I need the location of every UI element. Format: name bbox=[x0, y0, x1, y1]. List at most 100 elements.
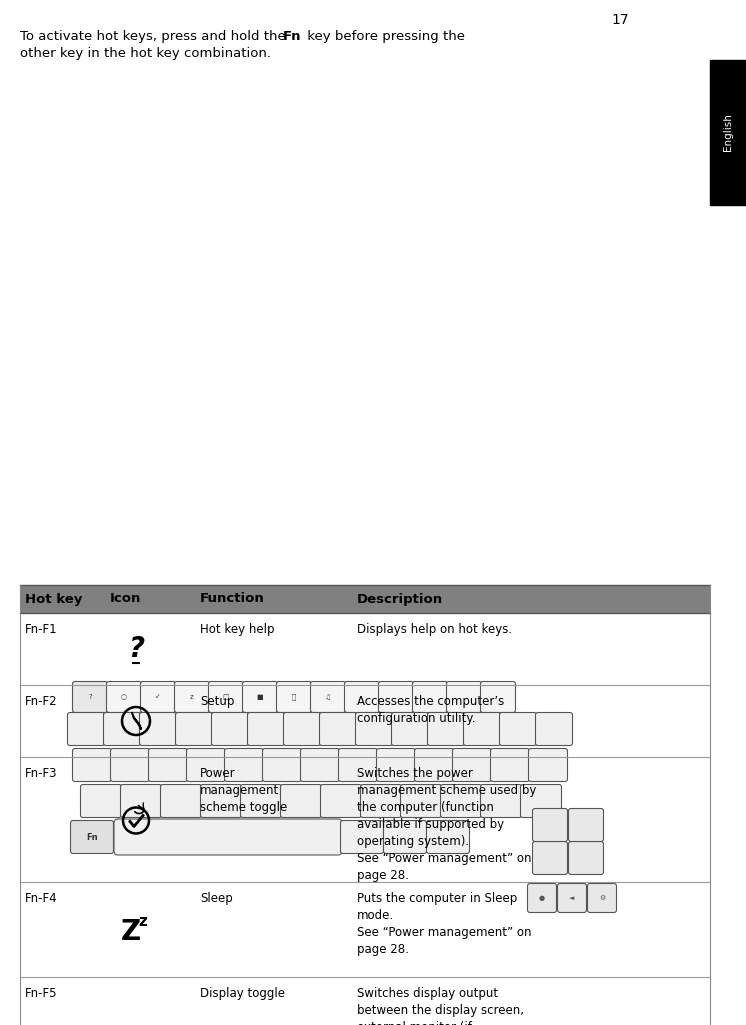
FancyBboxPatch shape bbox=[377, 748, 416, 781]
FancyBboxPatch shape bbox=[557, 884, 586, 912]
Text: Fn-F5: Fn-F5 bbox=[25, 987, 57, 1000]
Ellipse shape bbox=[435, 640, 465, 686]
Bar bbox=[20, 613, 710, 685]
FancyBboxPatch shape bbox=[55, 605, 645, 700]
FancyBboxPatch shape bbox=[588, 884, 616, 912]
FancyBboxPatch shape bbox=[81, 784, 122, 818]
Text: ?: ? bbox=[128, 636, 144, 663]
FancyBboxPatch shape bbox=[242, 682, 278, 712]
FancyBboxPatch shape bbox=[480, 784, 521, 818]
Bar bbox=[20, 685, 710, 757]
FancyBboxPatch shape bbox=[186, 748, 225, 781]
FancyBboxPatch shape bbox=[107, 682, 142, 712]
Text: Fn: Fn bbox=[87, 832, 98, 842]
FancyBboxPatch shape bbox=[58, 690, 642, 920]
Text: English: English bbox=[723, 114, 733, 152]
Text: ⚙: ⚙ bbox=[599, 895, 605, 901]
Bar bbox=[20, 882, 710, 977]
FancyBboxPatch shape bbox=[72, 682, 107, 712]
FancyBboxPatch shape bbox=[301, 748, 339, 781]
FancyBboxPatch shape bbox=[114, 819, 342, 855]
FancyBboxPatch shape bbox=[533, 842, 568, 874]
Text: Hot key help: Hot key help bbox=[200, 623, 275, 636]
FancyBboxPatch shape bbox=[360, 784, 401, 818]
Bar bbox=[710, 60, 746, 205]
Text: □: □ bbox=[223, 694, 229, 700]
FancyBboxPatch shape bbox=[453, 748, 492, 781]
Text: Accesses the computer’s
configuration utility.: Accesses the computer’s configuration ut… bbox=[357, 695, 504, 725]
FancyBboxPatch shape bbox=[175, 712, 213, 745]
Text: Display toggle: Display toggle bbox=[200, 987, 285, 1000]
Text: Function: Function bbox=[200, 592, 265, 606]
Ellipse shape bbox=[477, 640, 507, 686]
FancyBboxPatch shape bbox=[480, 682, 515, 712]
FancyBboxPatch shape bbox=[427, 820, 469, 854]
Text: Fn-F3: Fn-F3 bbox=[25, 767, 57, 780]
FancyBboxPatch shape bbox=[340, 820, 383, 854]
Text: Description: Description bbox=[357, 592, 443, 606]
Text: Puts the computer in Sleep
mode.
See “Power management” on
page 28.: Puts the computer in Sleep mode. See “Po… bbox=[357, 892, 531, 956]
Text: Fn-F4: Fn-F4 bbox=[25, 892, 57, 905]
FancyBboxPatch shape bbox=[43, 593, 657, 937]
FancyBboxPatch shape bbox=[212, 712, 248, 745]
FancyBboxPatch shape bbox=[277, 682, 312, 712]
FancyBboxPatch shape bbox=[500, 712, 536, 745]
FancyBboxPatch shape bbox=[321, 784, 362, 818]
FancyBboxPatch shape bbox=[67, 712, 104, 745]
Text: Power
management
scheme toggle: Power management scheme toggle bbox=[200, 767, 287, 814]
Text: Setup: Setup bbox=[200, 695, 234, 708]
FancyBboxPatch shape bbox=[319, 712, 357, 745]
FancyBboxPatch shape bbox=[447, 682, 481, 712]
Text: Z: Z bbox=[121, 917, 141, 945]
FancyBboxPatch shape bbox=[248, 712, 284, 745]
Text: Sleep: Sleep bbox=[200, 892, 233, 905]
FancyBboxPatch shape bbox=[283, 712, 321, 745]
Text: ♫: ♫ bbox=[325, 694, 331, 700]
Text: 17: 17 bbox=[611, 13, 629, 27]
Ellipse shape bbox=[350, 640, 380, 686]
FancyBboxPatch shape bbox=[104, 712, 140, 745]
Bar bbox=[20, 757, 710, 882]
Text: other key in the hot key combination.: other key in the hot key combination. bbox=[20, 47, 271, 60]
Text: ■: ■ bbox=[257, 694, 263, 700]
Bar bbox=[20, 977, 710, 1025]
FancyBboxPatch shape bbox=[413, 682, 448, 712]
FancyBboxPatch shape bbox=[121, 784, 161, 818]
Bar bbox=[20, 585, 710, 613]
FancyBboxPatch shape bbox=[528, 748, 568, 781]
Text: Displays help on hot keys.: Displays help on hot keys. bbox=[357, 623, 512, 636]
FancyBboxPatch shape bbox=[568, 842, 604, 874]
FancyBboxPatch shape bbox=[201, 784, 242, 818]
FancyBboxPatch shape bbox=[491, 748, 530, 781]
Text: Icon: Icon bbox=[110, 592, 142, 606]
Text: z: z bbox=[139, 914, 148, 929]
Text: ⮩: ⮩ bbox=[292, 694, 296, 700]
FancyBboxPatch shape bbox=[280, 784, 322, 818]
Text: Switches the power
management scheme used by
the computer (function
available if: Switches the power management scheme use… bbox=[357, 767, 536, 882]
FancyBboxPatch shape bbox=[160, 784, 201, 818]
FancyBboxPatch shape bbox=[140, 712, 177, 745]
FancyBboxPatch shape bbox=[310, 682, 345, 712]
FancyBboxPatch shape bbox=[378, 682, 413, 712]
FancyBboxPatch shape bbox=[538, 633, 572, 647]
FancyBboxPatch shape bbox=[427, 712, 465, 745]
FancyBboxPatch shape bbox=[356, 712, 392, 745]
FancyBboxPatch shape bbox=[240, 784, 281, 818]
FancyBboxPatch shape bbox=[440, 784, 481, 818]
Text: Fn-F1: Fn-F1 bbox=[25, 623, 57, 636]
FancyBboxPatch shape bbox=[463, 712, 501, 745]
FancyBboxPatch shape bbox=[263, 748, 301, 781]
Text: Hot key: Hot key bbox=[25, 592, 82, 606]
FancyBboxPatch shape bbox=[527, 884, 557, 912]
FancyBboxPatch shape bbox=[568, 809, 604, 842]
FancyBboxPatch shape bbox=[148, 748, 187, 781]
FancyBboxPatch shape bbox=[110, 748, 149, 781]
Text: ○: ○ bbox=[121, 694, 127, 700]
Ellipse shape bbox=[392, 640, 422, 686]
Text: ●: ● bbox=[539, 895, 545, 901]
FancyBboxPatch shape bbox=[339, 748, 377, 781]
FancyBboxPatch shape bbox=[521, 784, 562, 818]
FancyBboxPatch shape bbox=[208, 682, 243, 712]
Text: ◄: ◄ bbox=[569, 895, 574, 901]
FancyBboxPatch shape bbox=[72, 748, 111, 781]
